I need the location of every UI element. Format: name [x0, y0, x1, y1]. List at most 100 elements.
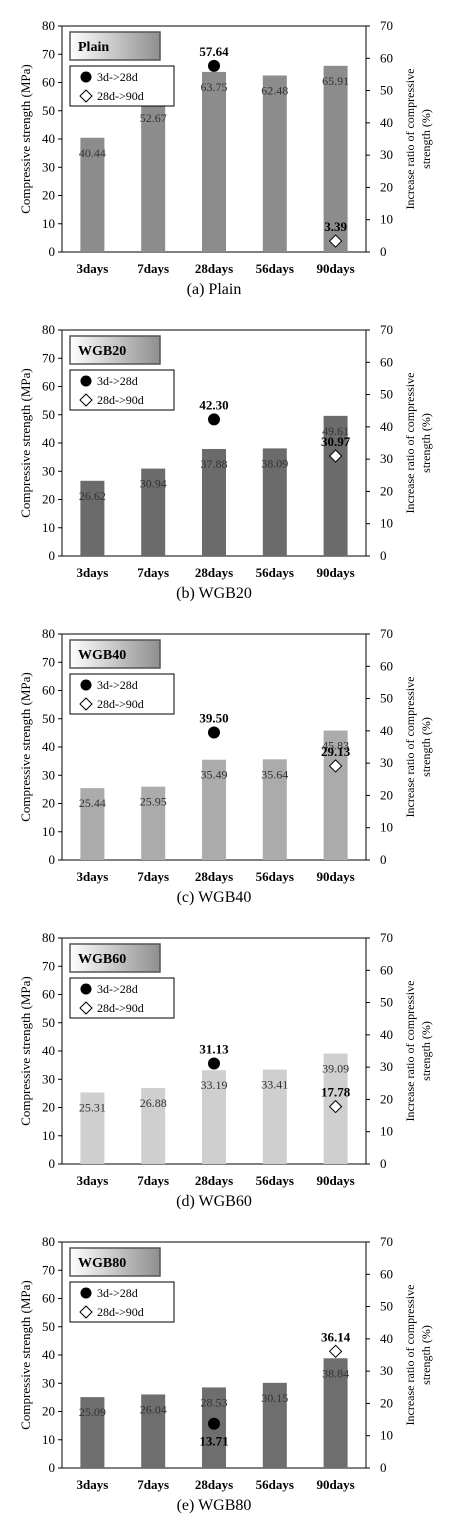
y-tick-label: 70 — [42, 958, 55, 973]
y-tick-label: 60 — [42, 1291, 55, 1306]
x-tick-label: 28days — [195, 1173, 233, 1188]
y2-tick-label: 70 — [380, 322, 393, 337]
y-tick-label: 50 — [42, 1015, 55, 1030]
y2-tick-label: 60 — [380, 1266, 393, 1281]
bar-value-label: 30.94 — [140, 477, 167, 491]
y2-tick-label: 70 — [380, 18, 393, 33]
panel-tag-label: WGB60 — [78, 952, 126, 967]
bar-value-label: 28.53 — [201, 1395, 228, 1409]
ratio-marker-28d-90d — [328, 759, 343, 773]
legend-marker-28d-90d — [79, 89, 93, 103]
y2-tick-label: 20 — [380, 787, 393, 802]
bar-value-label: 38.09 — [261, 456, 288, 470]
y-tick-label: 70 — [42, 350, 55, 365]
y2-axis-label-line-1: Increase ratio of compressive — [403, 1285, 417, 1426]
y2-tick-label: 0 — [380, 1460, 387, 1475]
legend-marker-28d-90d — [79, 393, 93, 407]
legend-label-28d-90d: 28d->90d — [97, 89, 144, 103]
y-tick-label: 50 — [42, 711, 55, 726]
bar-3days — [80, 137, 105, 252]
ratio-label-3d-28d: 57.64 — [199, 44, 229, 59]
bar-3days — [80, 480, 105, 556]
chart-panel-4: 0 10 20 30 40 50 60 70 80 0 10 20 30 40 50 60 70 Compress… — [18, 930, 433, 1210]
legend-label-28d-90d: 28d->90d — [97, 1305, 144, 1319]
bar-56days — [262, 448, 287, 556]
y-tick-label: 50 — [42, 407, 55, 422]
y-tick-label: 70 — [42, 46, 55, 61]
ratio-label-3d-28d: 39.50 — [199, 710, 228, 725]
legend-marker-28d-90d — [79, 697, 93, 711]
y-tick-label: 60 — [42, 683, 55, 698]
bar-value-label: 39.09 — [322, 1062, 349, 1076]
ratio-label-3d-28d: 13.71 — [199, 1434, 228, 1449]
bar-value-label: 37.88 — [201, 457, 228, 471]
y2-tick-label: 50 — [380, 691, 393, 706]
panel-caption: (b) WGB20 — [176, 585, 252, 602]
legend-marker-28d-90d — [79, 1001, 93, 1015]
panel-tag-label: WGB40 — [78, 648, 126, 663]
y-tick-label: 60 — [42, 75, 55, 90]
legend-label-3d-28d: 3d->28d — [97, 70, 138, 84]
y-axis-label: Compressive strength (MPa) — [18, 1280, 33, 1429]
bar-90days — [323, 730, 348, 860]
bar-value-label: 33.41 — [261, 1078, 288, 1092]
panel-tag-box — [69, 639, 161, 669]
y2-tick-label: 40 — [380, 1331, 393, 1346]
bar-value-label: 62.48 — [261, 83, 288, 97]
x-tick-label: 90days — [316, 1173, 354, 1188]
x-tick-label: 56days — [256, 869, 294, 884]
panel-tag-box — [69, 335, 161, 365]
y-tick-label: 80 — [42, 18, 55, 33]
y2-tick-label: 30 — [380, 1363, 393, 1378]
ratio-label-28d-90d: 29.13 — [321, 744, 351, 759]
bar-56days — [262, 759, 287, 860]
y-tick-label: 20 — [42, 1404, 55, 1419]
y-axis-label: Compressive strength (MPa) — [18, 976, 33, 1125]
y-tick-label: 0 — [49, 1156, 56, 1171]
y2-tick-label: 70 — [380, 1234, 393, 1249]
bar-value-label: 25.95 — [140, 795, 167, 809]
bar-3days — [80, 1397, 105, 1468]
ratio-marker-3d-28d — [208, 726, 220, 739]
y-tick-label: 40 — [42, 435, 55, 450]
y-axis-label: Compressive strength (MPa) — [18, 672, 33, 821]
y2-tick-label: 20 — [380, 1091, 393, 1106]
bar-value-label: 38.84 — [322, 1366, 349, 1380]
ratio-marker-3d-28d — [208, 1057, 220, 1070]
bar-28days — [202, 448, 226, 556]
bar-7days — [141, 1088, 166, 1164]
bar-3days — [80, 788, 105, 860]
x-tick-label: 28days — [195, 1477, 233, 1492]
chart-panel-3: 0 10 20 30 40 50 60 70 80 0 10 20 30 40 50 60 70 Compress… — [18, 626, 433, 906]
bar-56days — [262, 75, 287, 252]
y2-tick-label: 10 — [380, 212, 393, 227]
y2-tick-label: 60 — [380, 50, 393, 65]
ratio-marker-28d-90d — [328, 1344, 343, 1359]
panel-tag-box — [69, 31, 161, 61]
legend-label-28d-90d: 28d->90d — [97, 393, 144, 407]
bar-value-label: 52.67 — [140, 111, 167, 125]
bar-7days — [141, 103, 166, 253]
y-tick-label: 30 — [42, 159, 55, 174]
legend-marker-3d-28d — [80, 1287, 92, 1299]
panel-caption: (e) WGB80 — [177, 1497, 252, 1514]
y-tick-label: 50 — [42, 103, 55, 118]
y-tick-label: 80 — [42, 322, 55, 337]
y2-tick-label: 10 — [380, 820, 393, 835]
y2-tick-label: 10 — [380, 1124, 393, 1139]
x-tick-label: 90days — [316, 1477, 354, 1492]
ratio-label-28d-90d: 17.78 — [321, 1085, 351, 1100]
y2-tick-label: 20 — [380, 483, 393, 498]
ratio-label-3d-28d: 31.13 — [199, 1041, 229, 1056]
y2-tick-label: 40 — [380, 115, 393, 130]
legend-label-3d-28d: 3d->28d — [97, 678, 138, 692]
x-tick-label: 3days — [77, 1477, 109, 1492]
bar-7days — [141, 468, 166, 556]
y-tick-label: 30 — [42, 767, 55, 782]
y-tick-label: 40 — [42, 131, 55, 146]
bar-90days — [323, 1358, 348, 1468]
panel-tag-box — [69, 1247, 161, 1277]
y2-tick-label: 50 — [380, 995, 393, 1010]
legend-label-28d-90d: 28d->90d — [97, 697, 144, 711]
legend-marker-28d-90d — [79, 1305, 93, 1319]
